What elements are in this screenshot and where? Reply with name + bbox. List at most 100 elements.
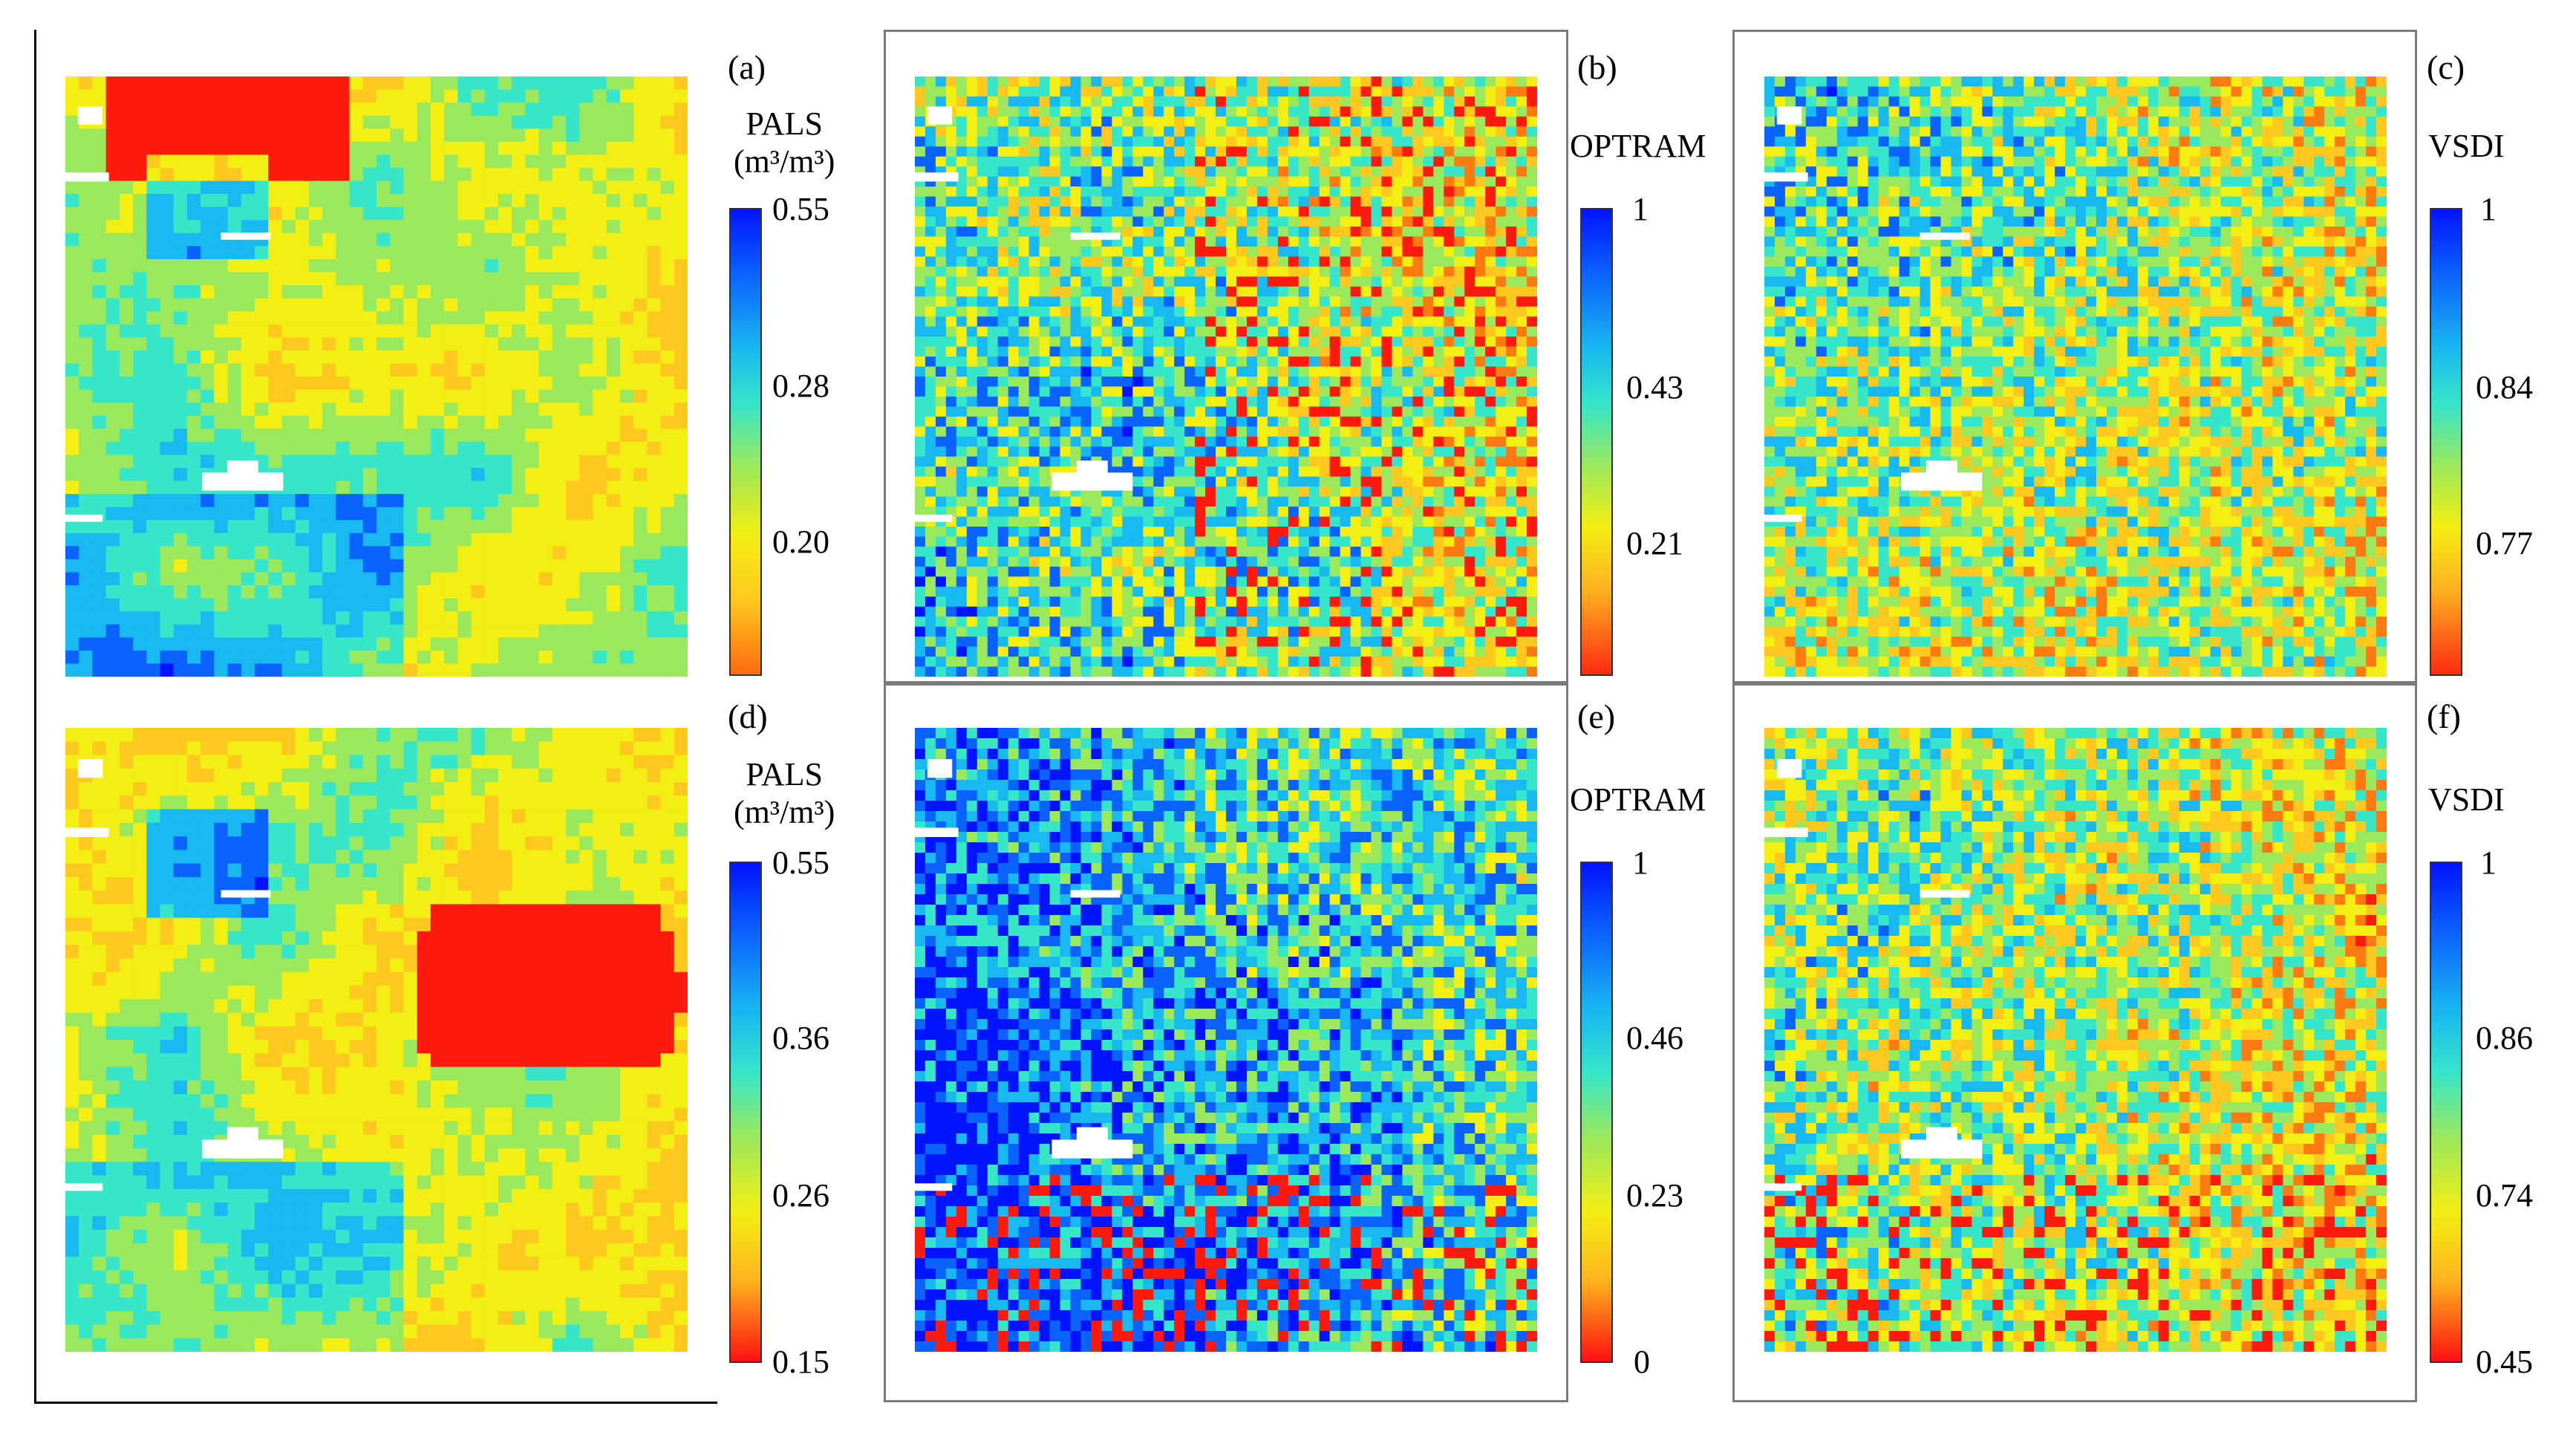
raster-cell <box>1184 227 1196 237</box>
raster-cell <box>1205 186 1216 198</box>
raster-cell <box>1350 446 1361 458</box>
raster-cell <box>1516 256 1527 267</box>
raster-cell <box>1340 286 1351 297</box>
raster-cell <box>647 194 661 208</box>
raster-cell <box>1506 466 1517 478</box>
raster-cell <box>633 455 648 469</box>
raster-cell <box>1527 166 1537 178</box>
raster-cell <box>1298 507 1310 517</box>
raster-cell <box>552 77 567 90</box>
raster-cell <box>133 115 147 129</box>
raster-cell <box>268 220 282 234</box>
raster-cell <box>295 415 310 429</box>
raster-cell <box>1236 296 1248 307</box>
raster-cell <box>1485 357 1496 367</box>
raster-cell <box>966 456 978 467</box>
raster-cell <box>1132 126 1144 137</box>
raster-cell <box>1496 507 1507 517</box>
raster-cell <box>1018 156 1030 167</box>
raster-cell <box>1226 446 1237 458</box>
raster-cell <box>966 486 978 498</box>
raster-cell <box>1112 286 1123 297</box>
raster-cell <box>173 180 188 195</box>
raster-cell <box>1475 176 1486 187</box>
raster-cell <box>417 624 431 638</box>
raster-cell <box>268 337 282 351</box>
raster-cell <box>512 350 526 364</box>
raster-cell <box>660 102 675 117</box>
raster-cell <box>966 106 978 117</box>
raster-cell <box>498 246 512 260</box>
raster-cell <box>1464 496 1476 507</box>
raster-cell <box>1153 377 1164 387</box>
raster-cell <box>1360 436 1372 447</box>
raster-cell <box>1153 416 1164 427</box>
raster-cell <box>349 520 364 534</box>
raster-cell <box>976 396 988 407</box>
raster-cell <box>1360 136 1372 147</box>
raster-cell <box>119 403 134 417</box>
raster-cell <box>146 650 160 664</box>
raster-cell <box>512 403 526 417</box>
raster-cell <box>92 220 107 234</box>
raster-cell <box>660 350 675 364</box>
raster-cell <box>915 146 926 157</box>
raster-cell <box>966 446 978 458</box>
raster-cell <box>65 389 79 403</box>
raster-cell <box>444 141 458 155</box>
raster-cell <box>525 598 540 612</box>
raster-cell <box>1205 406 1216 417</box>
raster-cell <box>403 441 418 455</box>
raster-cell <box>1288 377 1300 387</box>
raster-cell <box>484 663 499 677</box>
raster-cell <box>935 366 947 377</box>
raster-cell <box>1143 316 1154 328</box>
raster-cell <box>606 467 621 481</box>
raster-cell <box>945 527 957 537</box>
raster-cell <box>1153 126 1164 137</box>
raster-cell <box>1350 396 1361 407</box>
raster-cell <box>349 337 364 351</box>
raster-cell <box>633 650 648 664</box>
raster-cell <box>1070 286 1081 297</box>
raster-cell <box>606 350 621 364</box>
raster-cell <box>512 194 526 208</box>
raster-cell <box>1527 507 1537 517</box>
raster-cell <box>538 494 553 508</box>
raster-cell <box>1444 186 1455 198</box>
raster-cell <box>925 96 936 107</box>
raster-cell <box>1381 206 1392 217</box>
raster-cell <box>79 246 93 260</box>
raster-cell <box>1444 216 1455 227</box>
raster-cell <box>119 154 134 169</box>
raster-cell <box>471 102 486 117</box>
raster-cell <box>1216 546 1227 557</box>
raster-cell <box>498 115 512 129</box>
raster-cell <box>987 396 999 407</box>
raster-cell <box>1475 426 1486 437</box>
raster-cell <box>1392 206 1403 217</box>
raster-cell <box>512 167 526 181</box>
raster-cell <box>227 115 242 129</box>
raster-cell <box>1454 336 1465 348</box>
raster-cell <box>295 585 310 599</box>
raster-cell <box>1433 456 1444 467</box>
raster-cell <box>552 324 567 338</box>
raster-cell <box>538 206 553 221</box>
raster-cell <box>1496 377 1507 387</box>
raster-cell <box>1226 546 1237 557</box>
raster-cell <box>1371 296 1382 307</box>
raster-cell <box>1246 346 1258 357</box>
raster-cell <box>430 415 445 429</box>
raster-cell <box>214 154 229 169</box>
raster-cell <box>1402 446 1413 458</box>
raster-cell <box>105 324 120 338</box>
raster-cell <box>214 598 229 612</box>
raster-cell <box>417 650 431 664</box>
raster-cell <box>1527 146 1537 157</box>
raster-cell <box>1527 516 1537 527</box>
raster-cell <box>403 611 418 625</box>
raster-cell <box>1496 516 1507 527</box>
raster-cell <box>1288 546 1300 557</box>
raster-cell <box>65 481 79 495</box>
